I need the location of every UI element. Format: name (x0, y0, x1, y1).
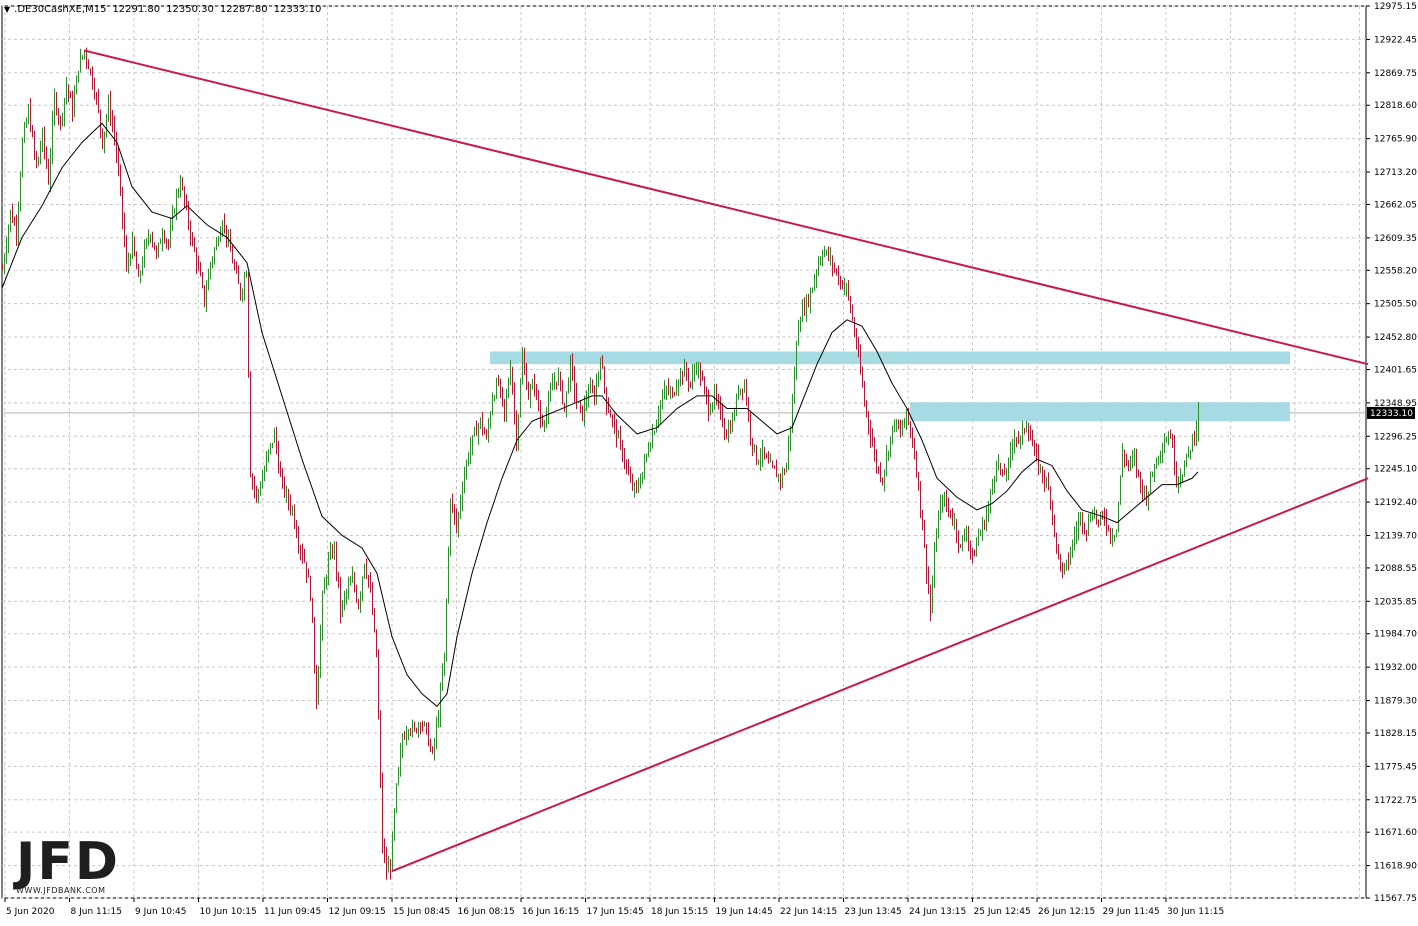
y-tick-label: 12401.65 (1374, 365, 1417, 375)
y-tick-label: 11984.70 (1374, 630, 1417, 640)
symbol-label: .DE30CashXE,M15 (14, 4, 107, 15)
lower-resistance-zone (910, 402, 1290, 422)
x-tick-label: 29 Jun 11:45 (1103, 907, 1160, 917)
x-tick-label: 30 Jun 11:15 (1167, 907, 1224, 917)
y-tick-label: 12869.75 (1374, 69, 1417, 79)
y-tick-label: 11828.15 (1374, 729, 1417, 739)
y-tick-label: 12609.35 (1374, 234, 1417, 244)
close-value: 12333.10 (273, 4, 322, 15)
y-tick-label: 12139.70 (1374, 532, 1417, 542)
upper-resistance-zone (490, 351, 1290, 365)
chart-header: ▼ .DE30CashXE,M15 12291.80 12350.30 12287.80… (4, 4, 327, 15)
x-tick-label: 16 Jun 16:15 (522, 907, 579, 917)
y-tick-label: 12713.20 (1374, 168, 1417, 178)
x-tick-label: 23 Jun 13:45 (845, 907, 902, 917)
y-tick-label: 12975.15 (1374, 2, 1417, 12)
y-tick-label: 12035.85 (1374, 597, 1417, 607)
logo-text: JFD (16, 832, 121, 892)
y-tick-label: 12245.10 (1374, 465, 1417, 475)
y-tick-label: 12452.80 (1374, 333, 1417, 343)
y-tick-label: 11618.90 (1374, 862, 1417, 872)
lower-support-trendline[interactable] (391, 477, 1369, 873)
x-tick-label: 12 Jun 09:15 (329, 907, 386, 917)
x-tick-label: 25 Jun 12:45 (974, 907, 1031, 917)
y-tick-label: 12505.50 (1374, 300, 1417, 310)
x-tick-label: 11 Jun 09:45 (264, 907, 321, 917)
y-tick-label: 12088.55 (1374, 564, 1417, 574)
y-tick-label: 12922.45 (1374, 35, 1417, 45)
x-tick-label: 19 Jun 14:45 (716, 907, 773, 917)
y-tick-label: 11775.45 (1374, 762, 1417, 772)
upper-resistance-trendline[interactable] (83, 49, 1369, 366)
x-tick-label: 18 Jun 15:15 (651, 907, 708, 917)
high-value: 12350.30 (166, 4, 214, 15)
x-tick-label: 24 Jun 13:15 (909, 907, 966, 917)
y-tick-label: 12558.20 (1374, 266, 1417, 276)
y-tick-label: 11879.30 (1374, 697, 1417, 707)
y-tick-label: 11671.60 (1374, 828, 1417, 838)
x-tick-label: 5 Jun 2020 (6, 907, 55, 917)
x-tick-label: 10 Jun 10:15 (200, 907, 257, 917)
open-value: 12291.80 (112, 4, 161, 15)
y-tick-label: 11722.75 (1374, 796, 1417, 806)
x-tick-label: 8 Jun 11:15 (71, 907, 122, 917)
current-price-label: 12333.10 (1370, 409, 1413, 419)
x-tick-label: 26 Jun 12:15 (1038, 907, 1095, 917)
low-value: 12287.80 (219, 4, 268, 15)
x-tick-label: 9 Jun 10:45 (135, 907, 186, 917)
x-tick-label: 22 Jun 14:15 (780, 907, 837, 917)
jfd-logo: JFD WWW.JFDBANK.COM (16, 836, 120, 895)
dropdown-triangle-icon[interactable]: ▼ (4, 5, 11, 14)
x-tick-label: 16 Jun 08:15 (458, 907, 515, 917)
y-tick-label: 11567.75 (1374, 894, 1417, 904)
y-tick-label: 12192.40 (1374, 498, 1417, 508)
y-tick-label: 12818.60 (1374, 101, 1417, 111)
x-tick-label: 15 Jun 08:45 (393, 907, 450, 917)
moving-average-line (1, 122, 1199, 708)
y-tick-label: 12296.25 (1374, 432, 1417, 442)
y-tick-label: 12765.90 (1374, 135, 1417, 145)
y-tick-label: 12662.05 (1374, 200, 1417, 210)
logo-url: WWW.JFDBANK.COM (16, 886, 106, 895)
y-tick-label: 11932.00 (1374, 663, 1417, 673)
plot-frame (1, 5, 1367, 899)
current-price-tag (1367, 406, 1415, 419)
y-tick-label: 12348.95 (1374, 399, 1417, 409)
x-tick-label: 17 Jun 15:45 (587, 907, 644, 917)
